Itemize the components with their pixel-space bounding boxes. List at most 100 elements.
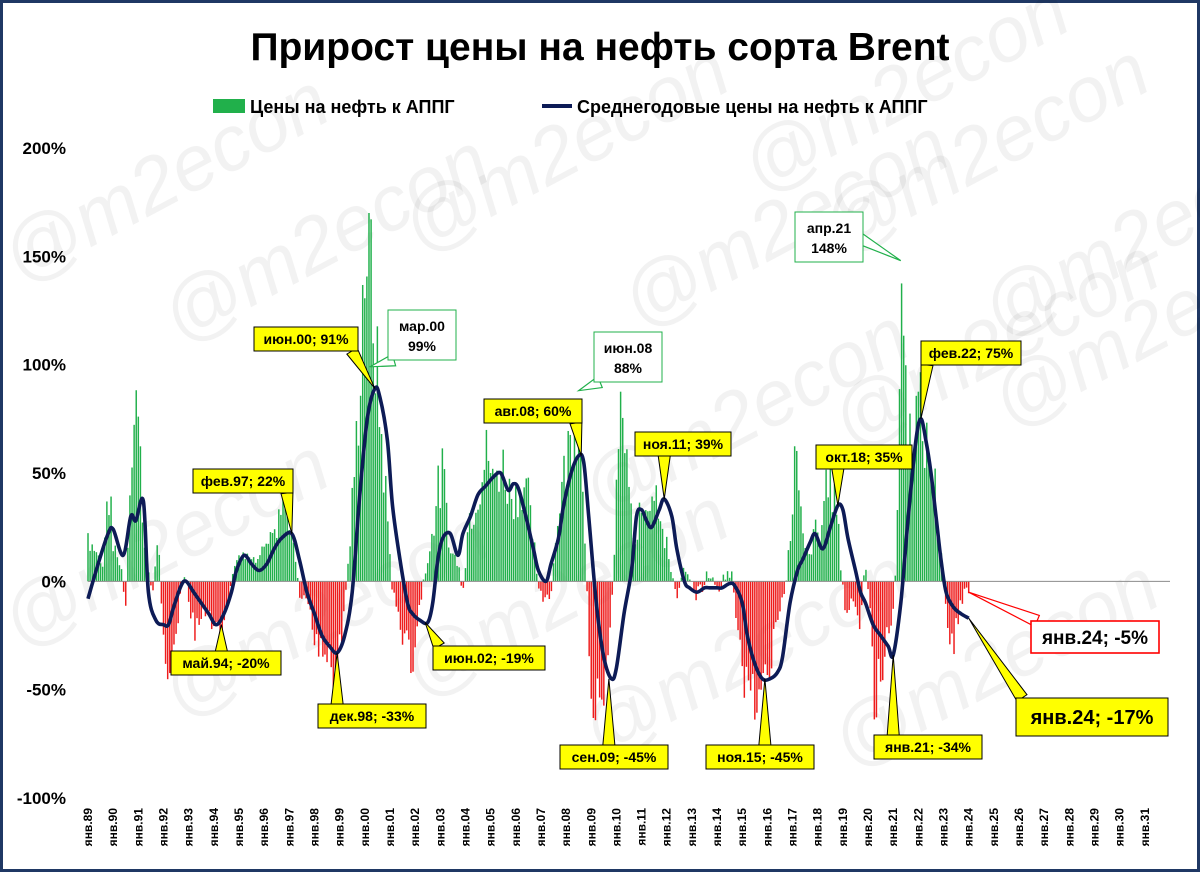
bar	[554, 543, 557, 582]
bar	[550, 581, 553, 592]
bar	[735, 581, 737, 618]
callout-label: авг.08; 60%	[495, 403, 572, 419]
bar	[468, 513, 471, 582]
bar	[510, 498, 513, 582]
bar	[454, 554, 456, 582]
bar	[273, 529, 276, 582]
x-tick-label: янв.28	[1062, 808, 1076, 847]
bar	[770, 581, 773, 669]
bar	[798, 490, 800, 582]
bar	[227, 581, 230, 599]
callout-fill	[875, 736, 981, 758]
bar	[825, 469, 827, 582]
bar	[957, 581, 959, 625]
bar	[657, 518, 660, 582]
bar	[726, 571, 729, 582]
bar	[173, 581, 175, 645]
bar	[330, 581, 332, 668]
bar	[424, 573, 427, 582]
bar	[890, 581, 892, 626]
bar	[164, 581, 167, 664]
bar	[791, 514, 794, 582]
bar	[156, 545, 158, 582]
bar	[779, 581, 781, 612]
bar	[460, 581, 462, 586]
bar	[429, 551, 431, 582]
bar	[611, 581, 613, 595]
x-tick-label: янв.11	[635, 808, 649, 846]
bar	[376, 326, 379, 582]
bar	[821, 525, 823, 582]
bar	[756, 581, 758, 713]
bar	[936, 519, 938, 582]
annotation-callout: янв.24; -17%	[968, 617, 1169, 737]
bar	[819, 542, 821, 582]
bar	[426, 563, 429, 582]
bar	[110, 496, 112, 582]
bar	[506, 503, 509, 582]
callout-label: фев.97; 22%	[201, 473, 286, 489]
x-tick-label: янв.02	[408, 808, 422, 847]
bar	[917, 391, 920, 582]
bar	[452, 553, 454, 582]
bar	[521, 510, 523, 582]
bar	[401, 581, 404, 645]
bar	[701, 581, 704, 592]
x-tick-label: янв.10	[609, 808, 623, 847]
bar	[810, 554, 813, 582]
bar	[898, 389, 901, 582]
bar	[642, 515, 645, 582]
callout-label: июн.00; 91%	[263, 331, 349, 347]
bar	[456, 565, 458, 582]
y-tick-label: -50%	[26, 681, 66, 700]
x-tick-label: янв.14	[710, 808, 724, 847]
bar	[699, 581, 702, 585]
bar	[707, 578, 710, 582]
bar	[143, 547, 146, 582]
bar	[349, 546, 351, 582]
bar	[921, 441, 924, 582]
annotation-callout: ноя.15; -45%	[705, 678, 815, 770]
y-tick-label: 150%	[23, 247, 66, 266]
bar	[536, 573, 538, 582]
bar	[603, 581, 605, 706]
bar	[793, 446, 796, 582]
bar	[137, 416, 140, 582]
bar	[500, 472, 502, 582]
bar	[888, 581, 890, 634]
bar	[580, 429, 582, 582]
callout-value: 99%	[408, 338, 437, 354]
x-tick-label: янв.23	[937, 808, 951, 847]
callout-box	[593, 331, 663, 383]
bar	[586, 581, 588, 592]
x-tick-label: янв.17	[786, 808, 800, 847]
bar	[674, 581, 676, 590]
bar	[332, 581, 335, 699]
x-tick-label: янв.18	[811, 808, 825, 847]
bar	[244, 559, 246, 582]
bar	[653, 500, 655, 582]
bar	[120, 569, 123, 582]
bar	[338, 581, 341, 635]
bar	[881, 581, 884, 681]
bar	[835, 514, 838, 582]
callout-box	[794, 211, 864, 263]
bar	[219, 581, 221, 636]
annotation-callout: май.94; -20%	[170, 624, 282, 676]
bar	[353, 477, 356, 582]
bar	[125, 581, 127, 606]
bar	[781, 581, 783, 598]
bar	[210, 581, 213, 630]
bar	[431, 533, 433, 582]
bar	[175, 581, 177, 634]
bar	[208, 581, 211, 612]
bar	[693, 581, 695, 590]
bar	[328, 581, 330, 644]
bar	[475, 512, 477, 582]
bar	[565, 492, 567, 582]
bar	[158, 554, 161, 582]
callout-label: ноя.11; 39%	[643, 436, 724, 452]
bar	[190, 581, 192, 619]
bar	[624, 453, 626, 582]
x-tick-label: янв.96	[257, 808, 271, 847]
